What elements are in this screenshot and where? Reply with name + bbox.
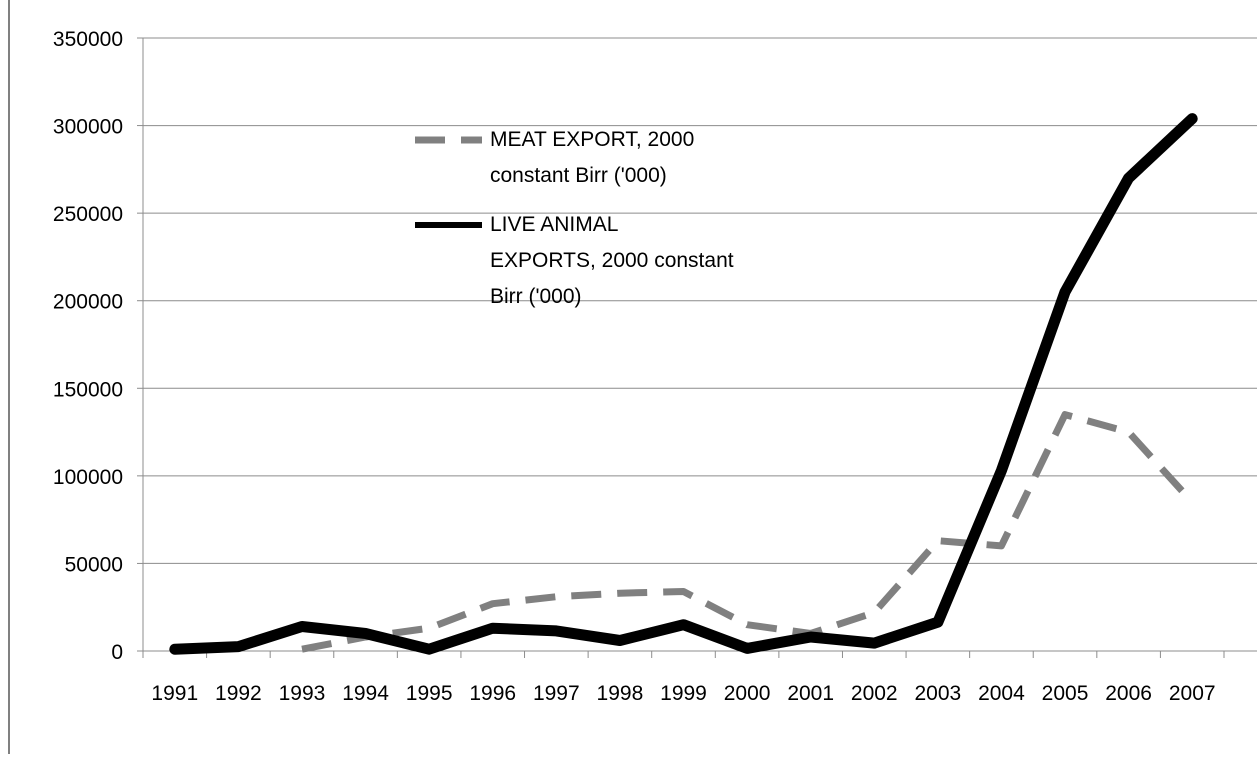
x-tick-label: 2000 — [724, 682, 771, 705]
legend-label-line: Birr ('000) — [490, 285, 582, 308]
series-lines — [169, 113, 1198, 655]
x-tick-label: 1996 — [469, 682, 516, 705]
legend-label-line: MEAT EXPORT, 2000 — [490, 128, 694, 151]
x-tick-labels: 1991 1992 1993 1994 1995 1996 1997 1998 1999 2000… — [151, 682, 1215, 705]
legend-item-live-animal-exports: LIVE ANIMAL EXPORTS, 2000 constant Birr ('… — [415, 213, 734, 308]
y-tick-label: 0 — [111, 641, 123, 664]
x-tick-label: 1995 — [406, 682, 453, 705]
x-tick-label: 2002 — [851, 682, 898, 705]
y-tick-label: 300000 — [53, 116, 123, 139]
legend-label-line: constant Birr ('000) — [490, 164, 667, 187]
x-tick-label: 1997 — [533, 682, 580, 705]
legend-label-line: EXPORTS, 2000 constant — [490, 249, 734, 272]
y-tick-label: 250000 — [53, 203, 123, 226]
gridlines — [143, 37, 1257, 564]
legend: MEAT EXPORT, 2000 constant Birr ('000) LIV… — [415, 128, 734, 308]
x-tick-label: 2003 — [914, 682, 961, 705]
y-tick-label: 50000 — [65, 553, 123, 576]
series-line-meat-export — [301, 411, 1195, 653]
legend-label-line: LIVE ANIMAL — [490, 213, 618, 236]
x-tick-label: 1993 — [279, 682, 326, 705]
x-tick-label: 2007 — [1169, 682, 1216, 705]
x-tick-label: 2004 — [978, 682, 1025, 705]
series-line-live-animal-exports — [169, 113, 1198, 655]
y-tick-label: 100000 — [53, 466, 123, 489]
legend-item-meat-export: MEAT EXPORT, 2000 constant Birr ('000) — [415, 128, 694, 187]
y-tick-label: 200000 — [53, 291, 123, 314]
axes — [8, 0, 1257, 754]
x-tick-label: 1991 — [151, 682, 198, 705]
x-tick-label: 2001 — [787, 682, 834, 705]
x-tick-label: 1994 — [342, 682, 389, 705]
y-tick-label: 350000 — [53, 28, 123, 51]
x-tick-label: 2006 — [1105, 682, 1152, 705]
y-tick-labels: 0 50000 100000 150000 200000 250000 300000 3500… — [53, 28, 123, 664]
x-tick-label: 1998 — [597, 682, 644, 705]
x-tick-label: 1992 — [215, 682, 262, 705]
x-tick-label: 1999 — [660, 682, 707, 705]
y-tick-label: 150000 — [53, 378, 123, 401]
x-tick-label: 2005 — [1042, 682, 1089, 705]
